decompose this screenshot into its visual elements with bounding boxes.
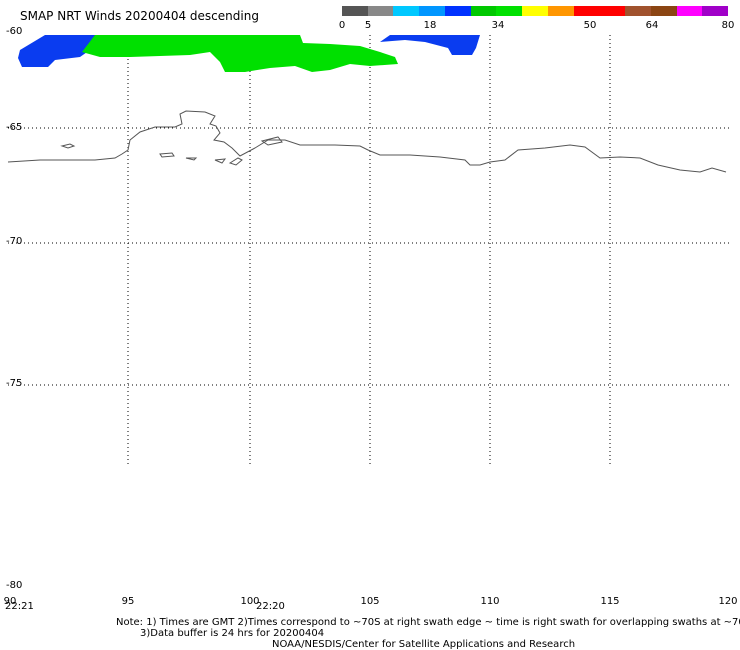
time-label-left: 22:21 xyxy=(5,601,34,612)
colorbar-segment xyxy=(625,6,651,16)
credit-line: NOAA/NESDIS/Center for Satellite Applica… xyxy=(272,639,576,650)
x-label-100: 100 xyxy=(240,596,260,607)
colorbar-segment xyxy=(393,6,420,16)
colorbar-segment xyxy=(573,6,600,16)
note-line-2: 3)Data buffer is 24 hrs for 20200404 xyxy=(140,628,325,639)
colorbar-segment xyxy=(470,6,497,16)
y-label-60: -60 xyxy=(6,26,23,37)
swath-blue-right xyxy=(380,35,480,55)
wind-swaths xyxy=(18,35,480,72)
x-label-120: 120 xyxy=(718,596,738,607)
x-label-105: 105 xyxy=(360,596,380,607)
grid-lines xyxy=(8,35,730,465)
colorbar-segment xyxy=(547,6,574,16)
y-label-75: -75 xyxy=(6,378,23,389)
swath-green xyxy=(82,35,398,72)
colorbar-segment xyxy=(496,6,523,16)
map-title: SMAP NRT Winds 20200404 descending xyxy=(20,9,259,23)
swath-blue-left xyxy=(18,35,100,67)
colorbar-segment xyxy=(342,6,368,16)
colorbar-segment xyxy=(419,6,445,16)
colorbar-segment xyxy=(702,6,729,16)
colorbar-segment xyxy=(522,6,548,16)
wind-speed-colorbar xyxy=(342,6,729,16)
colorbar-tick-label: 50 xyxy=(583,20,597,31)
time-label-mid: 22:20 xyxy=(256,601,285,612)
note-line-1: Note: 1) Times are GMT 2)Times correspon… xyxy=(116,617,740,628)
x-label-110: 110 xyxy=(480,596,500,607)
x-label-90: 90 xyxy=(3,596,17,607)
colorbar-tick-label: 5 xyxy=(364,20,372,31)
colorbar-tick-label: 80 xyxy=(721,20,735,31)
colorbar-segment xyxy=(676,6,703,16)
colorbar-tick-label: 0 xyxy=(338,20,346,31)
x-label-115: 115 xyxy=(600,596,620,607)
colorbar-tick-label: 64 xyxy=(645,20,659,31)
colorbar-segment xyxy=(599,6,626,16)
y-label-65: -65 xyxy=(6,122,23,133)
colorbar-tick-label: 34 xyxy=(491,20,505,31)
y-label-70: -70 xyxy=(6,236,23,247)
colorbar-segment xyxy=(367,6,394,16)
colorbar-segment xyxy=(650,6,677,16)
x-label-95: 95 xyxy=(121,596,135,607)
colorbar-segment xyxy=(444,6,471,16)
colorbar-tick-label: 18 xyxy=(423,20,437,31)
y-label-80: -80 xyxy=(6,580,23,591)
antarctic-coastline xyxy=(7,110,727,173)
